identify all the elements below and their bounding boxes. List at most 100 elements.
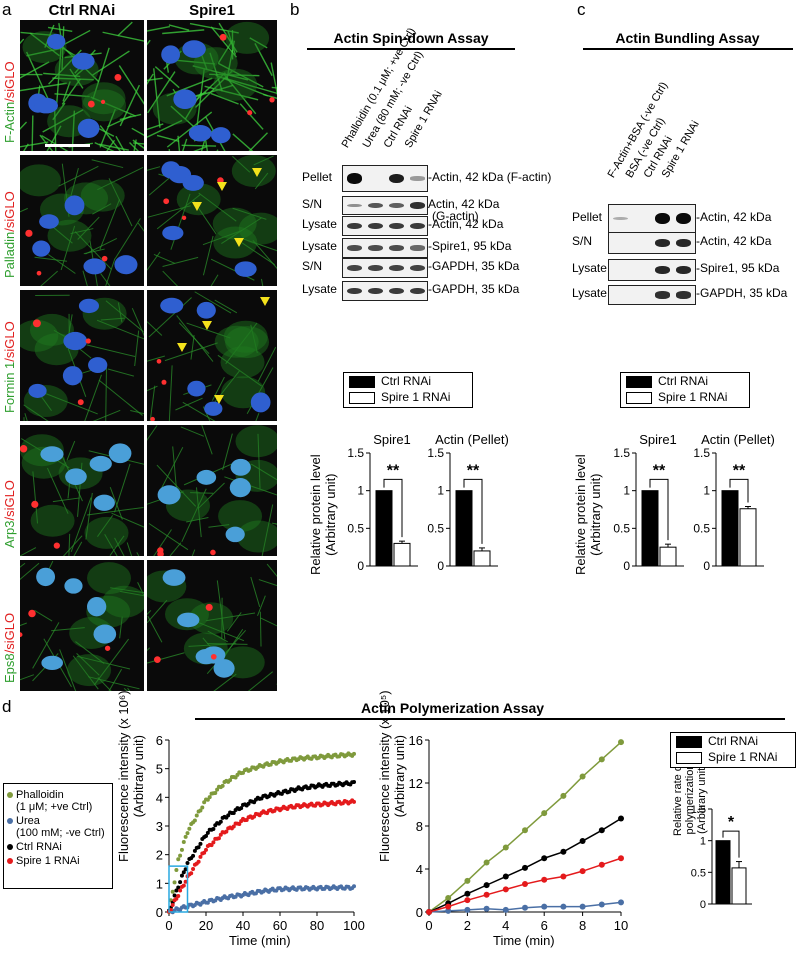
b-band	[389, 222, 404, 230]
arrowhead-marker	[177, 343, 187, 352]
b-row-label-5: Lysate	[302, 282, 337, 296]
y-tick-label: 6	[156, 733, 163, 748]
significance-bracket	[463, 478, 483, 544]
data-point	[618, 899, 624, 906]
data-point	[464, 897, 471, 904]
y-tick-label: 0	[437, 559, 444, 573]
data-point	[176, 857, 181, 862]
data-point	[170, 889, 175, 894]
legend-label: Spire 1 RNAi	[16, 855, 80, 867]
data-point	[207, 795, 212, 800]
b-band	[368, 202, 383, 209]
chart-title: Spire1	[639, 432, 677, 447]
data-point	[179, 847, 184, 852]
legend-rate-ctrl: Ctrl RNAi	[671, 733, 795, 749]
series-2	[167, 779, 356, 913]
data-point	[178, 880, 183, 885]
data-point	[181, 870, 186, 875]
data-point	[183, 834, 188, 839]
data-point	[244, 818, 249, 823]
arrowhead-marker	[252, 168, 262, 177]
b-blot-strip-5	[342, 281, 428, 301]
data-point	[185, 861, 190, 866]
data-point	[618, 739, 624, 746]
b-band-label-5: -GAPDH, 35 kDa	[428, 282, 520, 296]
data-point	[204, 834, 208, 839]
y-tick-label: 0.5	[693, 521, 710, 535]
b-band	[410, 264, 425, 272]
y-tick-label: 1.5	[693, 446, 710, 460]
c-blot-strip-2	[608, 259, 696, 281]
data-point	[464, 877, 471, 884]
data-point	[205, 830, 210, 835]
data-point	[502, 873, 509, 880]
micrograph-0-1	[147, 20, 277, 151]
bundling-title: Actin Bundling Assay	[615, 30, 760, 46]
series-3	[167, 798, 356, 914]
data-point	[541, 876, 548, 883]
micrograph-3-1	[147, 425, 277, 556]
data-point	[196, 859, 201, 864]
data-point	[181, 839, 186, 844]
c-band	[676, 239, 691, 247]
y-tick-label: 1	[700, 836, 706, 848]
legend-c: Ctrl RNAi Spire 1 RNAi	[620, 372, 750, 408]
y-tick-label: 0	[156, 905, 163, 920]
b-blot-strip-3	[342, 238, 428, 258]
data-point	[502, 886, 509, 893]
chart-title: Actin (Pellet)	[435, 432, 509, 447]
zoom-box	[168, 865, 189, 913]
c-row-label-0: Pellet	[572, 209, 603, 224]
legend-label: Ctrl RNAi	[16, 841, 62, 853]
data-point	[224, 829, 229, 834]
x-tick-label: 4	[502, 918, 509, 933]
y-tick-label: 1	[623, 484, 630, 498]
data-point	[522, 881, 528, 888]
xlabel-mid: Time (min)	[493, 933, 555, 948]
data-point	[579, 868, 586, 875]
b-band	[410, 222, 425, 230]
b-band	[389, 287, 404, 295]
c-band	[676, 266, 691, 274]
data-point	[179, 873, 184, 878]
bar-ctrl	[455, 490, 473, 567]
legend-c-spire: Spire 1 RNAi	[621, 389, 749, 405]
c-row-label-3: Lysate	[572, 286, 607, 300]
legend-rate: Ctrl RNAi Spire 1 RNAi	[670, 732, 796, 768]
c-band-label-2: -Spire1, 95 kDa	[696, 261, 780, 275]
data-point	[618, 815, 624, 822]
x-tick-label: 6	[541, 918, 548, 933]
micrograph-2-1	[147, 290, 277, 421]
bar-ctrl	[375, 490, 393, 567]
data-point	[579, 903, 586, 910]
data-point	[464, 890, 471, 897]
data-point	[202, 850, 207, 855]
bar-ctrl	[721, 490, 739, 567]
arrowhead-marker	[214, 395, 224, 404]
data-point	[198, 841, 203, 846]
data-point	[464, 906, 471, 913]
b-row-label-3: Lysate	[302, 239, 337, 253]
micrograph-4-1	[147, 560, 277, 691]
b-band	[368, 222, 383, 230]
b-band	[389, 202, 404, 209]
y-tick-label: 0	[416, 905, 423, 920]
y-tick-label: 0.5	[347, 521, 364, 535]
data-point	[191, 867, 196, 872]
legend-label: Phalloidin	[16, 789, 64, 801]
x-tick-label: 60	[273, 918, 287, 933]
b-band	[368, 287, 383, 295]
c-band	[676, 212, 691, 225]
c-blot-strip-1	[608, 232, 696, 254]
legend-dot-icon	[7, 792, 13, 798]
y-tick-label: 16	[409, 733, 423, 748]
data-point	[560, 873, 567, 880]
legend-b: Ctrl RNAi Spire 1 RNAi	[343, 372, 473, 408]
significance-bracket	[722, 830, 740, 858]
panel-letter-b: b	[290, 0, 300, 19]
data-point	[172, 893, 177, 898]
data-point	[176, 885, 181, 890]
data-point	[183, 879, 188, 884]
b-band	[347, 222, 362, 230]
